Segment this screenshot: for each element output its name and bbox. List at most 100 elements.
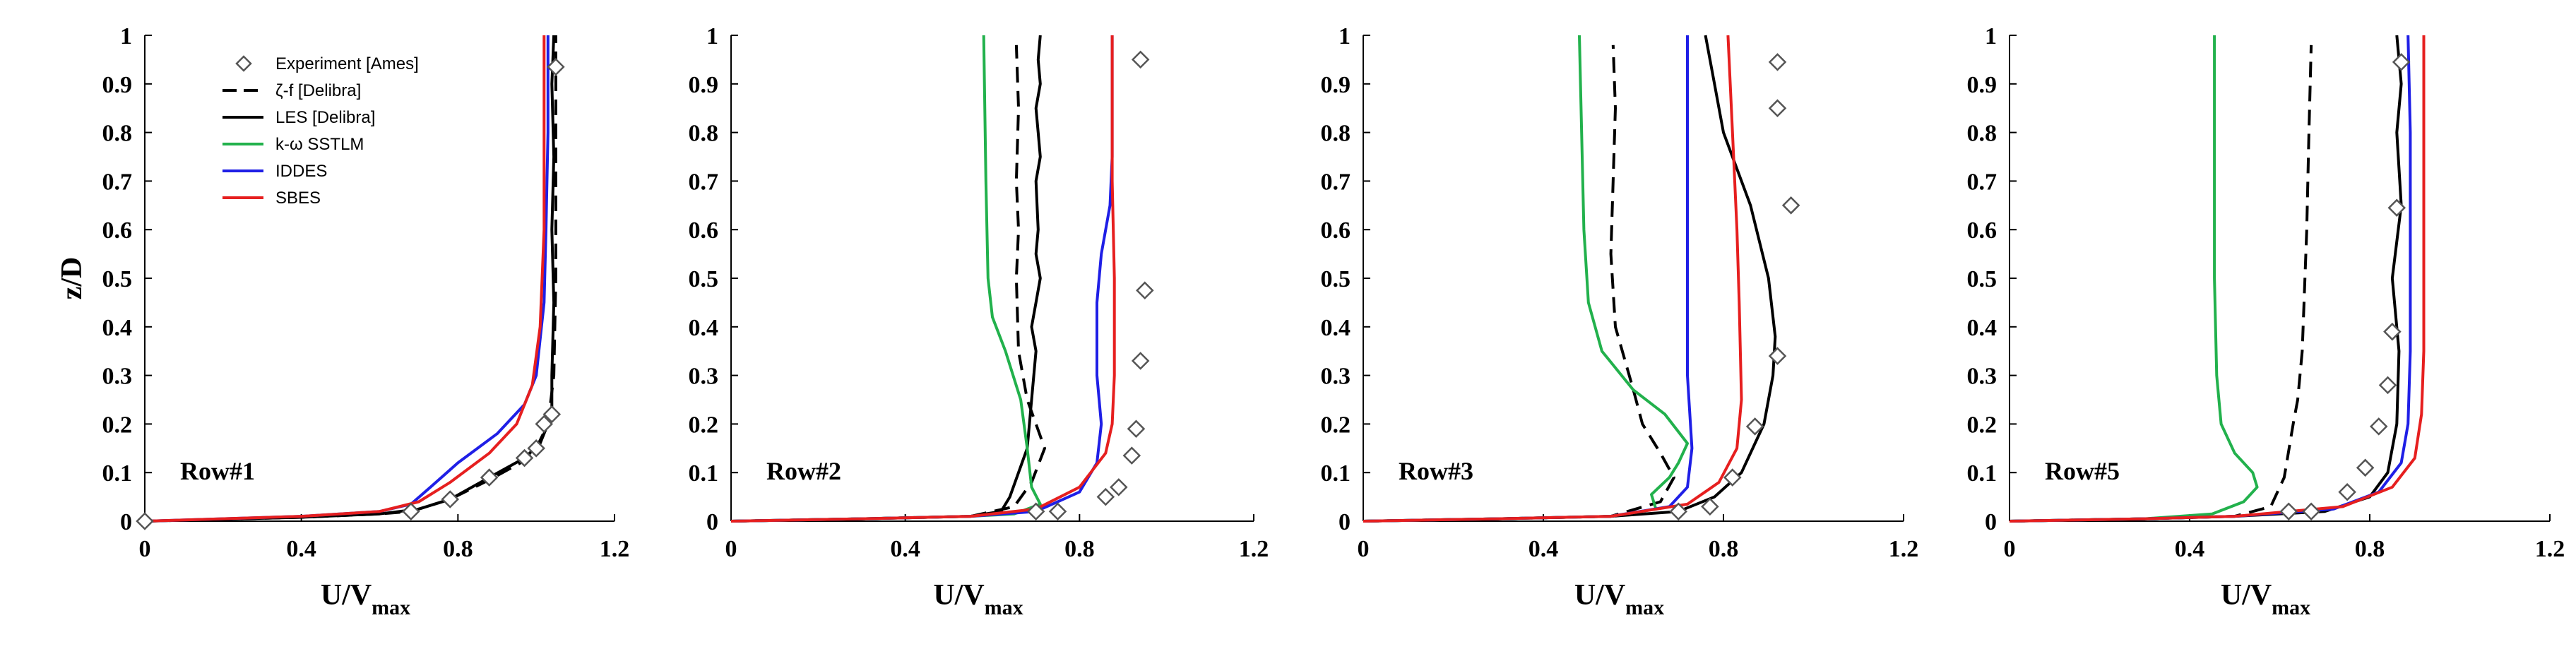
y-tick-label: 0.7 — [1967, 169, 1998, 195]
x-axis-title-main: U/V — [321, 579, 372, 612]
experiment-point — [1669, 502, 1688, 521]
legend-item-les: LES [Delibra] — [222, 108, 375, 127]
legend-item-zetaf: ζ-f [Delibra] — [222, 81, 361, 100]
experiment-point — [2392, 53, 2411, 71]
legend-label-sstlm: k-ω SSTLM — [275, 135, 364, 154]
legend: Experiment [Ames] ζ-f [Delibra] LES [Delib… — [222, 54, 419, 208]
x-axis-title-subscript: max — [1625, 596, 1664, 619]
y-tick-label: 0.2 — [1321, 412, 1351, 438]
y-tick-label: 0.4 — [102, 315, 133, 341]
y-tick-label: 0 — [1339, 509, 1351, 535]
x-tick-label: 0.4 — [1529, 536, 1559, 562]
experiment-point — [1768, 99, 1787, 117]
x-axis-title: U/Vmax — [933, 579, 1023, 619]
x-tick-label: 1.2 — [1239, 536, 1269, 562]
experiment-point — [1096, 487, 1115, 506]
y-tick-label: 0.6 — [1967, 218, 1998, 244]
x-axis-title-subscript: max — [985, 596, 1023, 619]
experiment-point — [535, 415, 554, 434]
x-axis-title: U/Vmax — [1574, 579, 1664, 619]
legend-item-sbes: SBES — [222, 189, 321, 208]
legend-item-exp: Experiment [Ames] — [235, 54, 419, 73]
legend-item-sstlm: k-ω SSTLM — [222, 135, 364, 154]
x-axis-title-main: U/V — [933, 579, 984, 612]
series-line-les — [2009, 35, 2403, 523]
y-tick-label: 0.3 — [689, 364, 719, 390]
series-line-iddes — [730, 35, 1114, 523]
y-tick-label: 0 — [706, 509, 718, 535]
legend-label-les: LES [Delibra] — [275, 108, 375, 127]
chart-panel-3: 0 0.1 0.2 0.3 0.4 0.5 0.6 0.7 0.8 0.9 1 0 0.4 0.8 1.2 U… — [1321, 23, 1919, 619]
experiment-point — [136, 512, 154, 530]
legend-item-iddes: IDDES — [222, 162, 327, 181]
experiment-point — [515, 448, 534, 468]
legend-label-sbes: SBES — [275, 189, 321, 208]
series-line-sstlm — [1363, 35, 1689, 523]
x-tick-label: 1.2 — [2535, 536, 2565, 562]
y-tick-label: 0.5 — [102, 266, 133, 292]
x-axis-title-main: U/V — [2221, 579, 2272, 612]
row-label: Row#2 — [766, 457, 841, 485]
y-tick-label: 0.8 — [102, 121, 133, 147]
row-label: Row#5 — [2045, 457, 2120, 485]
x-axis-title: U/Vmax — [321, 579, 410, 619]
y-tick-label: 0.6 — [102, 218, 133, 244]
experiment-point — [1781, 196, 1800, 215]
legend-label-zetaf: ζ-f [Delibra] — [275, 81, 361, 100]
y-tick-label: 0.8 — [1321, 121, 1351, 147]
experiment-point — [2356, 458, 2375, 477]
y-tick-label: 0 — [1985, 509, 1997, 535]
x-tick-label: 0.8 — [2355, 536, 2385, 562]
x-tick-label: 0 — [139, 536, 151, 562]
x-tick-label: 1.2 — [1889, 536, 1919, 562]
series-line-sbes — [2009, 35, 2426, 523]
y-tick-label: 0.1 — [1321, 460, 1351, 487]
experiment-point — [1745, 417, 1764, 436]
series-line-sstlm — [730, 35, 1042, 523]
series-line-sstlm — [2009, 35, 2259, 523]
y-tick-label: 0.7 — [689, 169, 719, 195]
y-tick-label: 0.5 — [1967, 266, 1998, 292]
y-tick-label: 0.2 — [1967, 412, 1998, 438]
series-line-iddes — [2009, 35, 2412, 523]
y-tick-label: 0.1 — [689, 460, 719, 487]
row-label: Row#3 — [1399, 457, 1473, 485]
chart-panel-2: 0 0.1 0.2 0.3 0.4 0.5 0.6 0.7 0.8 0.9 1 0 0.4 0.8 1.2 U… — [689, 23, 1269, 619]
experiment-point — [2338, 482, 2356, 501]
experiment-point — [1136, 281, 1154, 299]
experiment-point — [1127, 419, 1146, 439]
y-tick-label: 1 — [1339, 23, 1351, 49]
y-tick-label: 0 — [120, 509, 132, 535]
y-tick-label: 0.6 — [689, 218, 719, 244]
y-tick-label: 0.7 — [102, 169, 133, 195]
experiment-point — [1768, 53, 1787, 71]
x-tick-label: 1.2 — [600, 536, 630, 562]
x-tick-label: 0 — [1358, 536, 1370, 562]
series-line-sbes — [1363, 35, 1743, 523]
y-tick-label: 0.4 — [689, 315, 719, 341]
y-tick-label: 0.8 — [1967, 121, 1998, 147]
series-line-zetaf — [1363, 44, 1675, 523]
series-line-zetaf — [730, 44, 1046, 523]
y-tick-label: 1 — [120, 23, 132, 49]
y-tick-label: 0.2 — [102, 412, 133, 438]
y-tick-label: 0.5 — [1321, 266, 1351, 292]
series-line-sbes — [144, 35, 546, 523]
x-axis-title-subscript: max — [2272, 596, 2310, 619]
experiment-point — [441, 490, 460, 508]
experiment-point — [1701, 497, 1719, 516]
experiment-point — [1131, 50, 1150, 69]
x-tick-label: 0.4 — [890, 536, 920, 562]
x-tick-label: 0.8 — [1064, 536, 1095, 562]
experiment-point — [1768, 347, 1787, 365]
experiment-point — [402, 502, 420, 521]
experiment-point — [1131, 352, 1150, 370]
experiment-point — [2279, 502, 2298, 521]
y-tick-label: 0.2 — [689, 412, 719, 438]
y-tick-label: 0.9 — [689, 72, 719, 98]
series-line-les — [730, 35, 1042, 523]
x-tick-label: 0 — [725, 536, 737, 562]
experiment-point — [480, 468, 499, 487]
experiment-point — [1723, 468, 1742, 487]
